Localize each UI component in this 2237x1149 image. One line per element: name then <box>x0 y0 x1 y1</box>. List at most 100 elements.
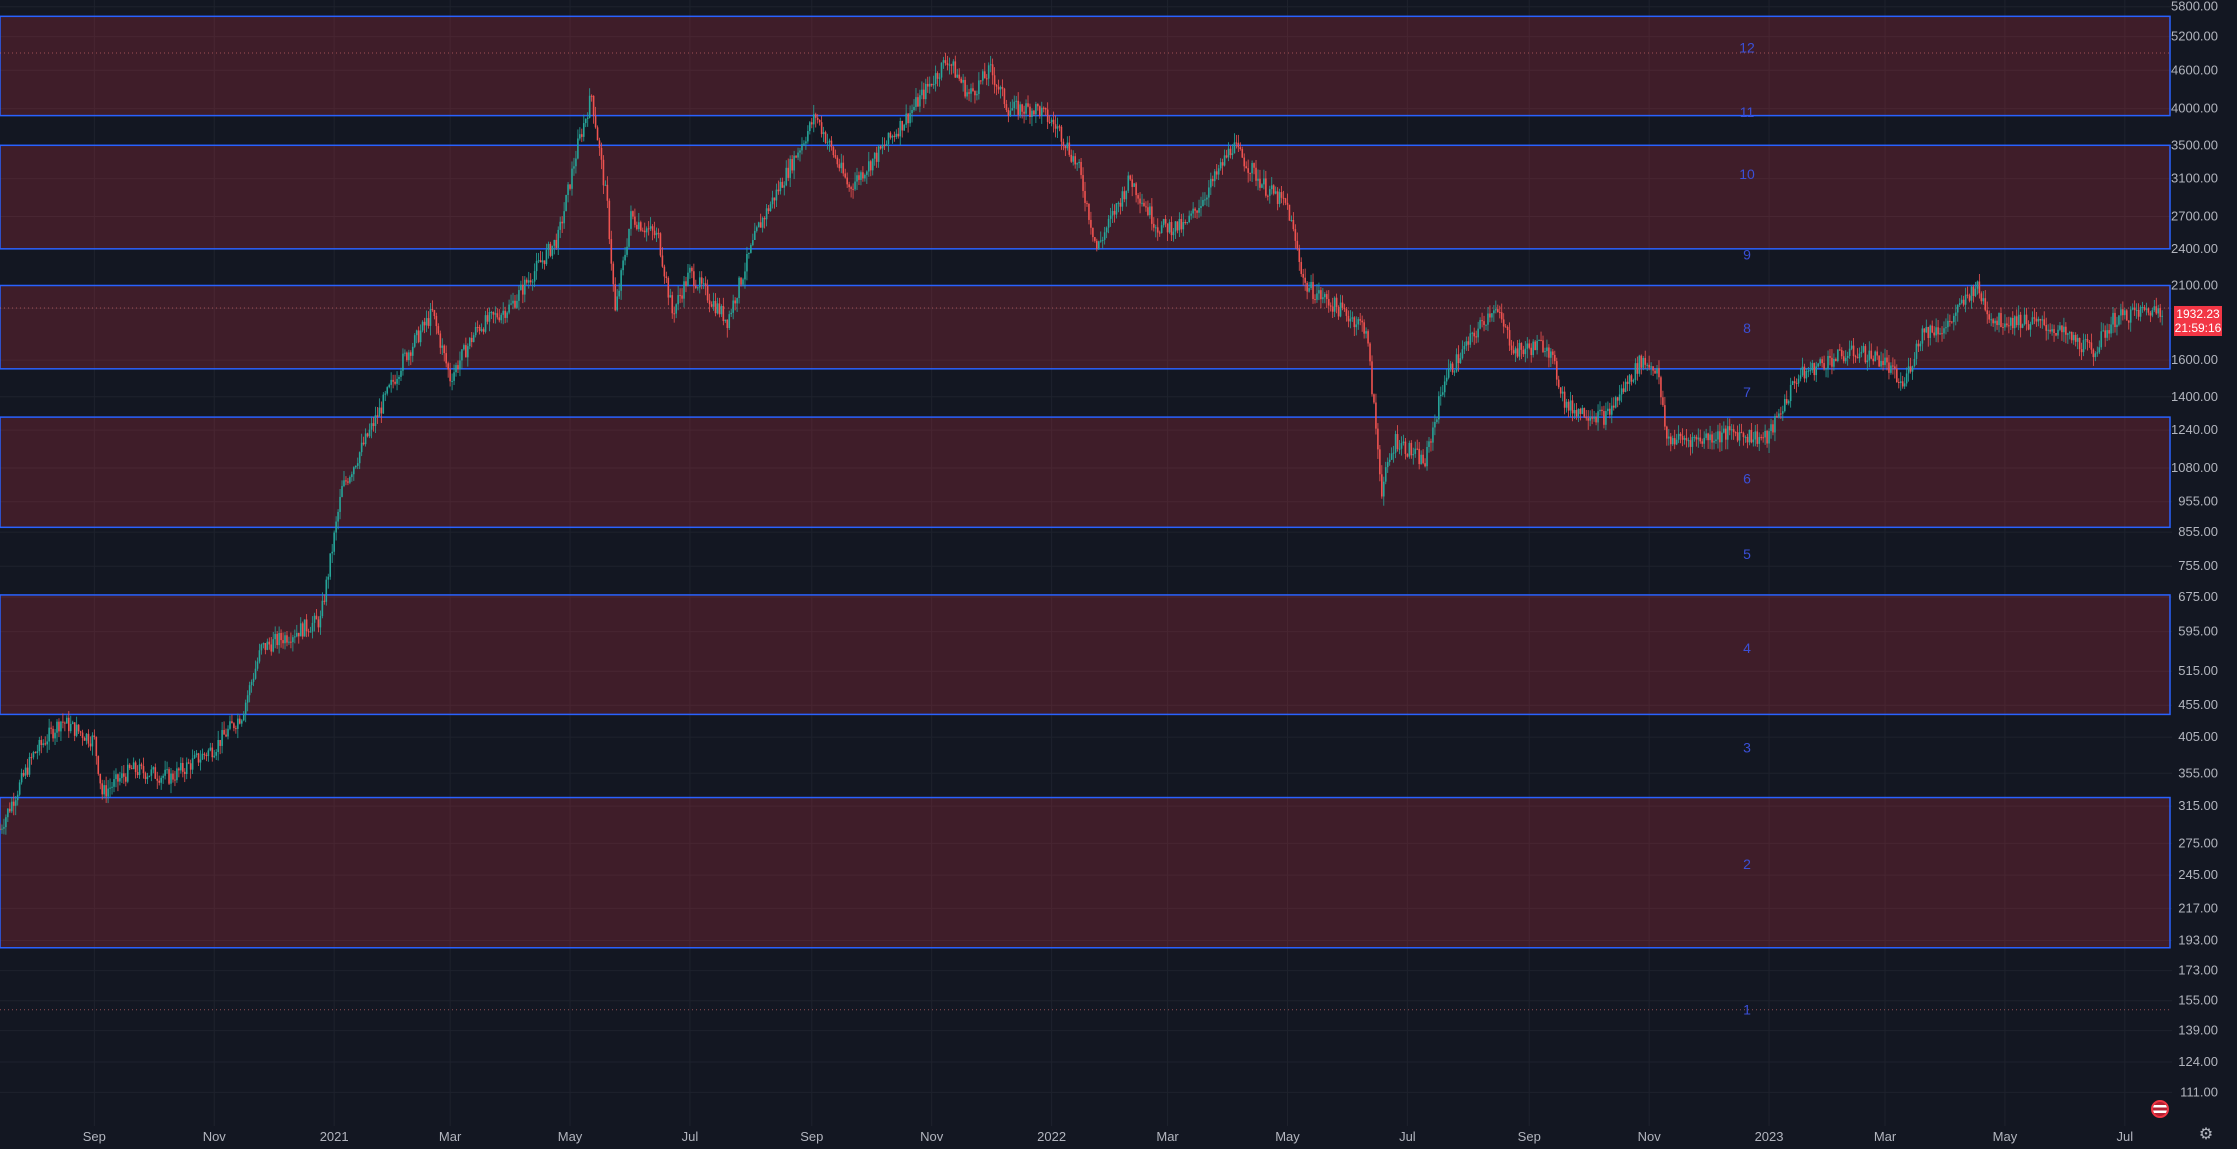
candle-body <box>1469 333 1472 345</box>
candle-body <box>643 230 646 233</box>
candle-body <box>162 775 164 778</box>
y-tick-label: 855.00 <box>2178 524 2218 539</box>
candle-body <box>1115 203 1118 215</box>
candle-body <box>1101 239 1104 241</box>
candle-body <box>728 314 731 328</box>
candle-body <box>978 80 980 95</box>
candle-body <box>1359 319 1362 321</box>
price-axis: 5800.00 5200.00 4600.00 4000.00 3500.00 3100.… <box>2171 0 2237 1149</box>
candle-body <box>2061 325 2063 333</box>
candle-body <box>1392 452 1395 454</box>
candle-body <box>2080 349 2083 353</box>
candle-body <box>1813 363 1816 376</box>
candle-body <box>1823 363 1825 369</box>
candle-body <box>1473 332 1476 337</box>
candle-body <box>333 532 335 552</box>
candle-body <box>520 284 522 291</box>
candle-body <box>1783 399 1786 412</box>
candle-body <box>1143 202 1145 207</box>
candle-body <box>1278 192 1281 204</box>
candle-body <box>1874 351 1876 362</box>
candle-body <box>431 309 434 311</box>
candle-body <box>1208 187 1210 198</box>
candle-body <box>2076 337 2079 342</box>
y-tick-label: 155.00 <box>2178 993 2218 1008</box>
candle-body <box>433 310 436 317</box>
candle-body <box>1267 195 1269 197</box>
candle-body <box>706 285 709 301</box>
candle-body <box>1644 358 1647 365</box>
candle-body <box>685 281 687 286</box>
candle-body <box>1001 87 1004 89</box>
candle-body <box>1439 394 1442 397</box>
candle-body <box>1037 104 1039 107</box>
candle-body <box>500 314 503 321</box>
candle-body <box>152 767 155 770</box>
x-tick-label: 2021 <box>320 1129 349 1144</box>
candle-body <box>911 109 913 114</box>
candle-body <box>712 300 715 307</box>
candle-body <box>170 773 172 784</box>
candle-body <box>1622 388 1625 392</box>
candle-body <box>1693 436 1696 438</box>
candle-body <box>1862 346 1865 352</box>
candle-body <box>1225 155 1228 158</box>
candle-body <box>852 188 854 190</box>
candle-body <box>1129 175 1132 180</box>
y-tick-label: 405.00 <box>2178 729 2218 744</box>
candle-body <box>1561 391 1564 394</box>
candle-body <box>1072 156 1075 162</box>
y-tick-label: 2400.00 <box>2171 241 2218 256</box>
candle-body <box>136 772 139 776</box>
y-tick-label: 1600.00 <box>2171 352 2218 367</box>
candle-body <box>231 721 233 724</box>
candle-body <box>1318 290 1320 294</box>
candle-body <box>3 827 5 829</box>
bar-countdown: 21:59:16 <box>2174 321 2222 335</box>
candle-body <box>1445 377 1448 382</box>
candle-body <box>1626 381 1629 384</box>
candle-body <box>1974 288 1977 296</box>
candle-body <box>1715 439 1717 442</box>
candle-body <box>755 227 758 231</box>
candle-body <box>1357 319 1360 325</box>
y-tick-label: 3100.00 <box>2171 171 2218 186</box>
candle-body <box>288 641 290 643</box>
candle-body <box>1097 241 1100 249</box>
candle-body <box>2049 329 2051 332</box>
candle-body <box>105 785 107 797</box>
candle-body <box>814 114 817 118</box>
candle-body <box>942 60 945 63</box>
candle-body <box>2108 330 2110 334</box>
candle-body <box>1119 202 1122 207</box>
candle-body <box>124 776 127 782</box>
candle-body <box>1337 306 1340 317</box>
candle-body <box>1052 119 1055 125</box>
y-tick-label: 5800.00 <box>2171 0 2218 14</box>
candle-body <box>724 319 727 322</box>
candle-body <box>299 623 302 637</box>
candle-body <box>930 83 933 86</box>
candle-body <box>1607 408 1609 412</box>
settings-gear-icon[interactable]: ⚙ <box>2198 1126 2214 1143</box>
us-flag-icon[interactable] <box>2151 1100 2169 1118</box>
candle-body <box>398 376 400 379</box>
candle-body <box>158 780 161 783</box>
candle-body <box>954 61 957 78</box>
candle-body <box>258 650 261 662</box>
candle-body <box>1577 408 1580 417</box>
candle-body <box>1245 166 1247 169</box>
candle-body <box>427 318 430 326</box>
candle-body <box>290 641 292 643</box>
candle-body <box>610 239 613 264</box>
y-tick-label: 1080.00 <box>2171 460 2218 475</box>
candle-body <box>1153 223 1155 228</box>
candle-body <box>1611 405 1613 415</box>
candle-body <box>1780 413 1782 415</box>
candle-body <box>1145 206 1147 208</box>
candle-body <box>1253 163 1255 168</box>
candle-body <box>1412 453 1415 456</box>
candle-body <box>2147 308 2150 313</box>
candle-body <box>1090 219 1092 228</box>
